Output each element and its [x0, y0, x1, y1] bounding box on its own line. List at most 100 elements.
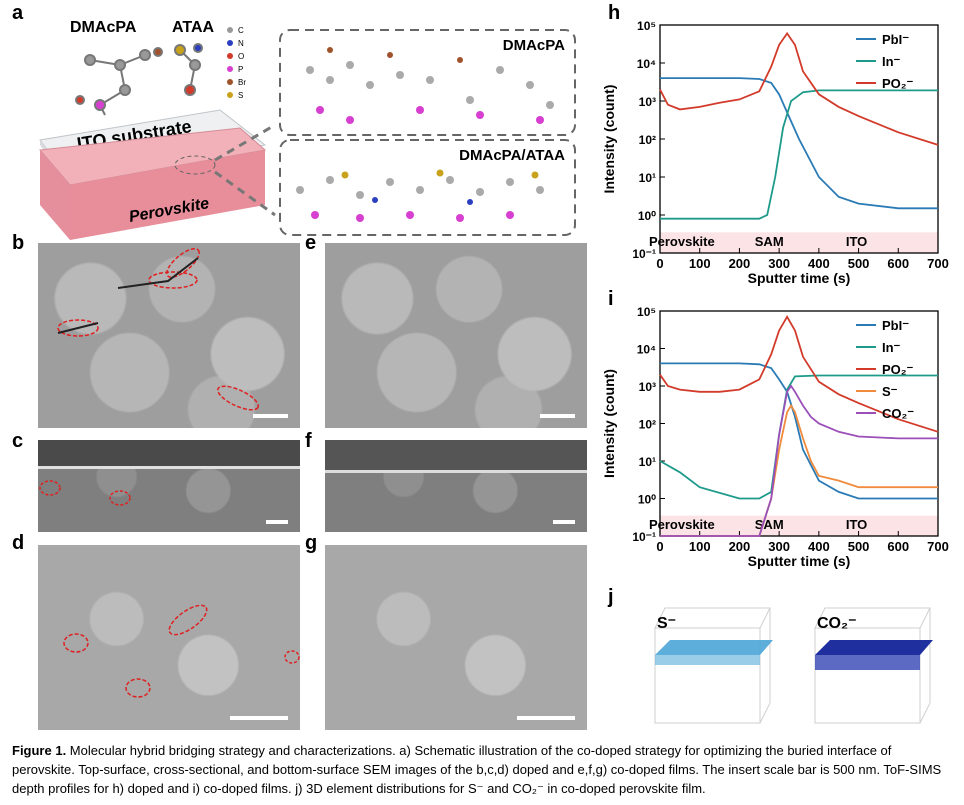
y-tick-label: 10³	[639, 380, 656, 394]
x-tick-label: 500	[848, 256, 870, 271]
y-tick-label: 10³	[639, 95, 656, 109]
zoom-ellipse	[174, 155, 216, 175]
scale-bar	[253, 414, 288, 418]
legend-label: PbI⁻	[882, 32, 909, 47]
legend-label: PO₂⁻	[882, 362, 914, 377]
svg-text:S: S	[238, 91, 243, 100]
y-tick-label: 10⁰	[638, 209, 656, 223]
mol1-label: DMAcPA	[70, 19, 137, 36]
sem-top-doped	[38, 243, 300, 428]
mol1-structure	[75, 47, 163, 116]
x-tick-label: 200	[729, 539, 751, 554]
x-tick-label: 100	[689, 256, 711, 271]
x-tick-label: 200	[729, 256, 751, 271]
panel-label-a: a	[12, 2, 24, 24]
y-tick-label: 10⁴	[637, 57, 656, 71]
y-tick-label: 10⁵	[637, 305, 656, 319]
panel-label-e: e	[305, 232, 317, 254]
series-line	[659, 314, 939, 433]
caption-text: Molecular hybrid bridging strategy and c…	[12, 743, 942, 796]
legend-label: PO₂⁻	[882, 76, 914, 91]
x-tick-label: 700	[927, 256, 949, 271]
scale-bar	[540, 414, 575, 418]
x-tick-label: 100	[689, 539, 711, 554]
x-axis-label: Sputter time (s)	[748, 553, 851, 569]
y-tick-label: 10²	[639, 418, 656, 432]
panel-label-f: f	[305, 430, 312, 452]
scale-bar	[230, 716, 288, 720]
panel-label-g: g	[305, 532, 318, 554]
y-tick-label: 10²	[639, 133, 656, 147]
region-label: Perovskite	[649, 517, 715, 532]
schematic-panel: DMAcPA ATAA C N O P Br S ITO substrate P…	[39, 19, 576, 240]
y-axis-label: Intensity (count)	[601, 85, 617, 194]
panel-label-i: i	[608, 288, 614, 310]
panel-label-j: j	[608, 586, 614, 608]
legend-label: PbI⁻	[882, 318, 909, 333]
mol2-structure	[174, 43, 203, 96]
svg-text:N: N	[238, 39, 244, 48]
svg-text:P: P	[238, 65, 243, 74]
box-dmacpa-ataa	[279, 139, 576, 236]
sem-bottom-codoped	[325, 545, 587, 730]
sims-chart-codoped: Perovskite SAM ITO 0 100 200 300 400 500 600 700 10…	[601, 305, 949, 569]
molecule-array-top	[306, 47, 554, 124]
scale-bar	[553, 520, 575, 524]
y-tick-label: 10⁰	[638, 493, 656, 507]
x-tick-label: 300	[768, 256, 790, 271]
box2-label: DMAcPA/ATAA	[459, 147, 565, 164]
x-axis-label: Sputter time (s)	[748, 270, 851, 286]
sem-top-codoped	[325, 243, 587, 428]
x-tick-label: 300	[768, 539, 790, 554]
region-label: Perovskite	[649, 234, 715, 249]
legend-label: S⁻	[882, 384, 898, 399]
figure-caption: Figure 1. Molecular hybrid bridging stra…	[12, 741, 956, 798]
y-tick-label: 10⁴	[637, 343, 656, 357]
x-tick-label: 700	[927, 539, 949, 554]
series-line	[660, 384, 938, 537]
region-label: SAM	[755, 234, 784, 249]
region-label: SAM	[755, 517, 784, 532]
x-tick-label: 400	[808, 539, 830, 554]
legend-label: CO₂⁻	[882, 406, 914, 421]
s-distribution-layer	[655, 640, 773, 655]
mol2-label: ATAA	[172, 19, 215, 36]
element-3d-panel: S⁻ CO₂⁻	[654, 607, 933, 724]
j-label-co2: CO₂⁻	[817, 615, 857, 632]
scale-bar	[266, 520, 288, 524]
panel-label-b: b	[12, 232, 25, 254]
sims-chart-doped: Perovskite SAM ITO 0 100 200 300 400 500 600 700 10…	[601, 19, 949, 286]
svg-text:Br: Br	[238, 78, 246, 87]
atom-legend: C N O P Br S	[227, 26, 246, 100]
cube-s	[654, 607, 771, 724]
svg-text:C: C	[238, 26, 244, 35]
legend-label: In⁻	[882, 54, 901, 69]
region-label: ITO	[846, 234, 867, 249]
region-band	[660, 515, 938, 536]
region-band	[660, 232, 938, 253]
series-line	[660, 77, 938, 210]
molecule-array-bottom	[296, 169, 544, 222]
panel-label-c: c	[12, 430, 24, 452]
j-label-s: S⁻	[657, 615, 676, 632]
co2-distribution-layer	[815, 640, 933, 655]
sem-bottom-doped	[38, 545, 300, 730]
y-tick-label: 10⁻¹	[632, 530, 656, 544]
y-tick-label: 10¹	[639, 171, 656, 185]
sem-cross-codoped	[325, 440, 587, 532]
box1-label: DMAcPA	[503, 37, 565, 54]
y-tick-label: 10⁵	[637, 19, 656, 33]
y-tick-label: 10¹	[639, 455, 656, 469]
y-axis-label: Intensity (count)	[601, 369, 617, 478]
y-tick-label: 10⁻¹	[632, 247, 656, 261]
sem-cross-doped	[38, 440, 300, 532]
box-dmacpa	[279, 29, 576, 136]
region-label: ITO	[846, 517, 867, 532]
svg-text:O: O	[238, 52, 244, 61]
series-line	[660, 89, 938, 220]
caption-title: Figure 1.	[12, 743, 67, 758]
x-tick-label: 600	[887, 256, 909, 271]
panel-label-d: d	[12, 532, 25, 554]
scale-bar	[517, 716, 575, 720]
legend-label: In⁻	[882, 340, 901, 355]
